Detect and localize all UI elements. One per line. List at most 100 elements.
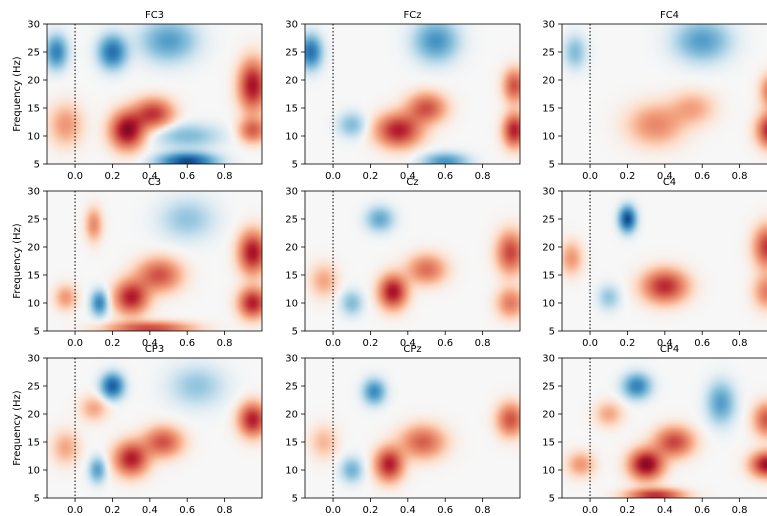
- y-tick-label: 15: [285, 104, 298, 115]
- x-tick-label: 0.4: [657, 505, 673, 516]
- y-tick-label: 25: [27, 382, 40, 393]
- x-tick-label: 0.4: [657, 338, 673, 349]
- tfr-panel-c4: C4 0.0 0.2 0.4 0.6 0.8 5 10 15 20 25 30: [542, 177, 767, 349]
- tfr-panel-cz: Cz 0.0 0.2 0.4 0.6 0.8 5 10 15 20 25 30: [285, 177, 521, 349]
- y-tick-label: 30: [542, 187, 555, 198]
- y-tick-label: 10: [285, 466, 298, 477]
- x-tick-label: 0.0: [325, 505, 341, 516]
- x-tick-label: 0.6: [694, 338, 710, 349]
- y-tick-label: 5: [549, 327, 555, 338]
- x-tick-label: 0.4: [657, 171, 673, 182]
- panel-title: FC3: [145, 10, 164, 21]
- y-tick-label: 15: [285, 271, 298, 282]
- y-tick-label: 10: [542, 466, 555, 477]
- x-tick-label: 0.2: [619, 171, 635, 182]
- y-axis-label: Frequency (Hz): [12, 390, 23, 466]
- panel-title: Cz: [406, 177, 418, 188]
- x-tick-label: 0.0: [582, 338, 598, 349]
- axes-frame: [561, 357, 767, 499]
- x-tick-label: 0.6: [694, 171, 710, 182]
- x-tick-label: 0.0: [325, 171, 341, 182]
- y-tick-label: 15: [27, 104, 40, 115]
- y-tick-label: 25: [285, 48, 298, 59]
- y-tick-label: 25: [285, 382, 298, 393]
- x-tick-label: 0.2: [619, 505, 635, 516]
- tfr-panel-fc3: FC3 0.0 0.2 0.4 0.6 0.8 5 10 15 20 25 30 Frequency (…: [12, 10, 263, 182]
- y-tick-label: 25: [542, 215, 555, 226]
- tfr-heatmap: [562, 358, 767, 498]
- axes-frame: [46, 357, 263, 499]
- x-tick-label: 0.6: [437, 505, 453, 516]
- x-tick-label: 0.2: [104, 338, 120, 349]
- y-axis-label: Frequency (Hz): [12, 223, 23, 299]
- y-tick-label: 10: [542, 132, 555, 143]
- x-tick-label: 0.6: [179, 505, 195, 516]
- y-tick-label: 20: [285, 243, 298, 254]
- x-tick-label: 0.8: [475, 505, 491, 516]
- tfr-panel-cp3: CP3 0.0 0.2 0.4 0.6 0.8 5 10 15 20 25 30 Frequency (…: [12, 344, 263, 516]
- panel-title: CPz: [403, 344, 421, 355]
- tfr-heatmap: [305, 191, 520, 331]
- panel-title: FCz: [404, 10, 422, 21]
- x-tick-label: 0.0: [325, 338, 341, 349]
- y-tick-label: 5: [34, 494, 40, 505]
- x-tick-label: 0.4: [400, 505, 416, 516]
- tfr-panel-cp4: CP4 0.0 0.2 0.4 0.6 0.8 5 10 15 20 25 30: [542, 344, 767, 516]
- tfr-heatmap: [47, 191, 262, 331]
- x-tick-label: 0.2: [362, 505, 378, 516]
- x-tick-label: 0.8: [475, 171, 491, 182]
- x-tick-label: 0.4: [142, 505, 158, 516]
- x-tick-label: 0.8: [217, 338, 233, 349]
- x-tick-label: 0.6: [694, 505, 710, 516]
- y-tick-label: 20: [285, 76, 298, 87]
- y-tick-label: 20: [27, 243, 40, 254]
- axes-frame: [46, 190, 263, 332]
- axes-frame: [561, 190, 767, 332]
- tfr-panel-cpz: CPz 0.0 0.2 0.4 0.6 0.8 5 10 15 20 25 30: [285, 344, 521, 516]
- tfr-heatmap: [562, 24, 767, 164]
- x-tick-label: 0.2: [362, 171, 378, 182]
- panel-title: CP4: [660, 344, 679, 355]
- axes-frame: [304, 357, 521, 499]
- y-tick-label: 10: [285, 299, 298, 310]
- y-tick-label: 5: [549, 160, 555, 171]
- y-tick-label: 20: [285, 410, 298, 421]
- x-tick-label: 0.0: [582, 505, 598, 516]
- y-tick-label: 30: [285, 187, 298, 198]
- x-tick-label: 0.8: [732, 171, 748, 182]
- x-tick-label: 0.0: [67, 338, 83, 349]
- y-tick-label: 25: [27, 215, 40, 226]
- axes-frame: [561, 23, 767, 165]
- panel-title: CP3: [145, 344, 164, 355]
- x-tick-label: 0.8: [217, 505, 233, 516]
- panel-title: C3: [148, 177, 161, 188]
- x-tick-label: 0.0: [582, 171, 598, 182]
- x-tick-label: 0.2: [104, 505, 120, 516]
- tfr-heatmap: [305, 358, 520, 498]
- y-tick-label: 5: [34, 160, 40, 171]
- y-tick-label: 25: [542, 48, 555, 59]
- y-tick-label: 15: [542, 438, 555, 449]
- tfr-panel-fc4: FC4 0.0 0.2 0.4 0.6 0.8 5 10 15 20 25 30: [542, 10, 767, 182]
- x-tick-label: 0.2: [104, 171, 120, 182]
- x-tick-label: 0.8: [732, 338, 748, 349]
- x-tick-label: 0.6: [437, 338, 453, 349]
- y-tick-label: 30: [27, 20, 40, 31]
- y-tick-label: 15: [542, 104, 555, 115]
- x-tick-label: 0.0: [67, 505, 83, 516]
- y-tick-label: 15: [27, 271, 40, 282]
- y-tick-label: 10: [285, 132, 298, 143]
- y-tick-label: 30: [27, 187, 40, 198]
- x-tick-label: 0.6: [437, 171, 453, 182]
- y-tick-label: 30: [27, 354, 40, 365]
- x-tick-label: 0.4: [400, 338, 416, 349]
- tfr-panel-fcz: FCz 0.0 0.2 0.4 0.6 0.8 5 10 15 20 25 30: [285, 10, 521, 182]
- y-tick-label: 30: [542, 354, 555, 365]
- panel-title: C4: [663, 177, 676, 188]
- x-tick-label: 0.4: [400, 171, 416, 182]
- y-tick-label: 10: [27, 299, 40, 310]
- tfr-heatmap: [47, 358, 262, 498]
- tfr-heatmap: [562, 191, 767, 331]
- y-tick-label: 20: [542, 243, 555, 254]
